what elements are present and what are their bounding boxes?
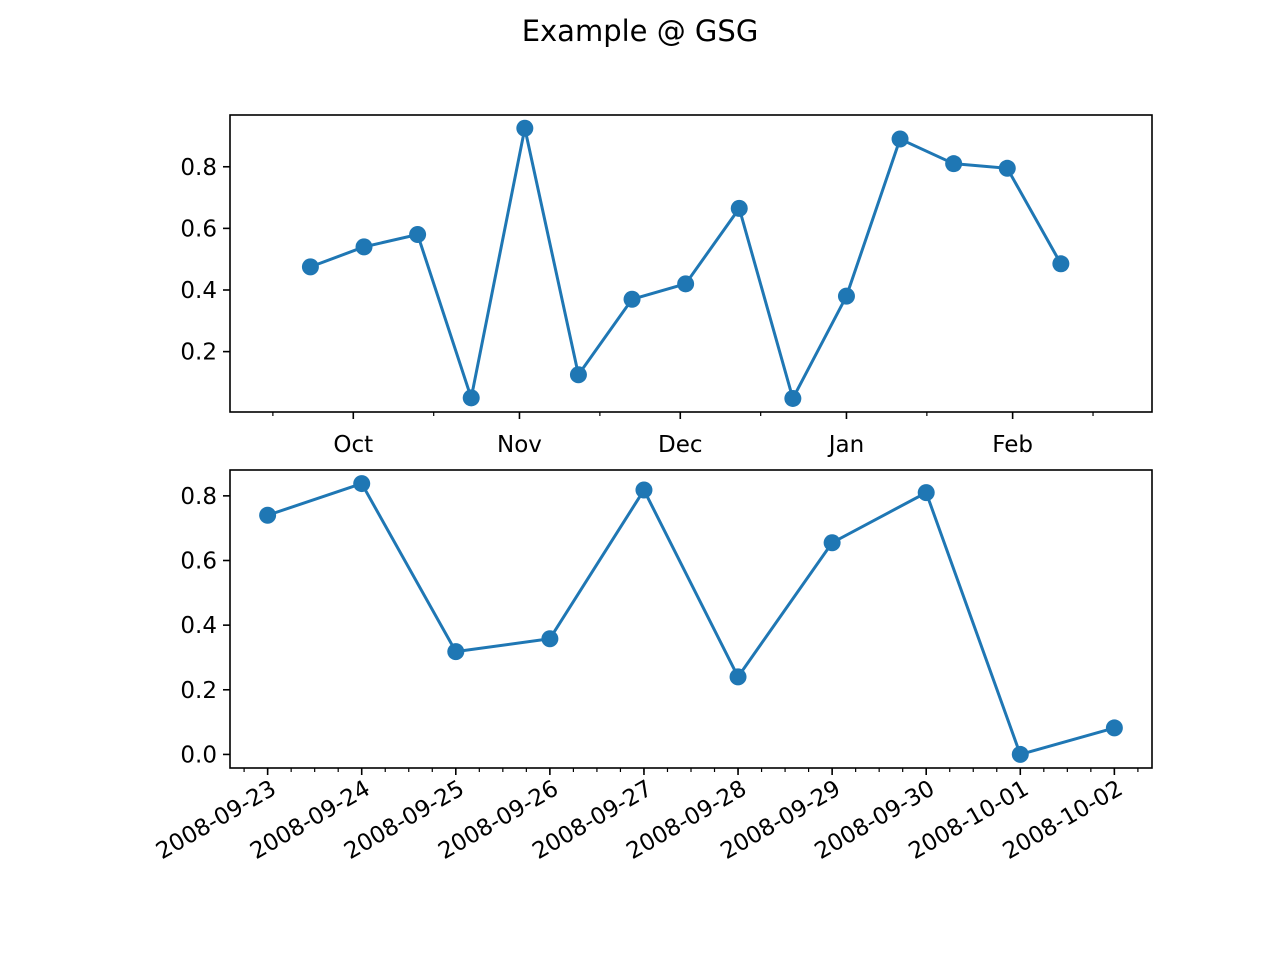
x-tick-label: Nov <box>497 432 542 458</box>
y-tick-label: 0.6 <box>180 216 217 242</box>
axes-frame <box>229 114 1153 413</box>
data-point <box>823 534 841 552</box>
series-line <box>267 481 1115 757</box>
x-tick-label: Oct <box>333 432 373 458</box>
data-point <box>635 481 653 499</box>
data-point <box>447 643 465 661</box>
data-point <box>945 155 963 173</box>
data-point <box>353 475 371 493</box>
data-point <box>891 130 909 148</box>
axes-frame <box>229 469 1153 769</box>
data-point <box>730 199 748 217</box>
y-tick-label: 0.4 <box>180 278 217 304</box>
data-point <box>837 287 855 305</box>
bottom-axes: 0.00.20.40.60.82008-09-232008-09-242008-… <box>152 469 1153 865</box>
y-tick-label: 0.2 <box>180 678 217 704</box>
x-tick-label: Jan <box>827 432 864 458</box>
data-point <box>355 238 373 256</box>
y-tick-label: 0.8 <box>180 484 217 510</box>
x-tick-label: Dec <box>658 432 703 458</box>
data-point <box>1105 719 1123 737</box>
data-point <box>729 668 747 686</box>
data-point <box>569 366 587 384</box>
data-point <box>541 630 559 648</box>
data-point <box>677 275 695 293</box>
top-axes: 0.2 0.4 0.6 0.8 Oct Nov Dec Jan Feb <box>180 114 1153 458</box>
data-point <box>623 290 641 308</box>
data-point <box>462 389 480 407</box>
y-tick-label: 0.4 <box>180 613 217 639</box>
data-point <box>516 119 534 137</box>
data-point <box>917 484 935 502</box>
data-point <box>259 506 277 524</box>
data-point <box>784 389 802 407</box>
y-tick-label: 0.8 <box>180 155 217 181</box>
x-tick-label: Feb <box>992 432 1033 458</box>
data-point <box>409 226 427 244</box>
data-point <box>1052 255 1070 273</box>
y-tick-label: 0.2 <box>180 340 217 366</box>
data-point <box>1011 745 1029 763</box>
y-tick-label: 0.6 <box>180 548 217 574</box>
y-tick-label: 0.0 <box>180 742 217 768</box>
data-point <box>998 159 1016 177</box>
data-point <box>301 258 319 276</box>
figure-title: Example @ GSG <box>521 14 759 48</box>
